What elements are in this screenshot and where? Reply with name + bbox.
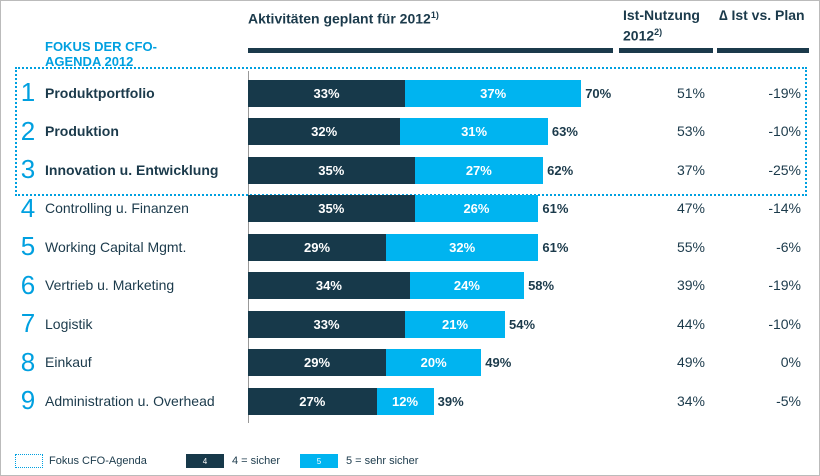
bar-segment: 21% <box>405 310 506 338</box>
value-label: 33% <box>313 316 340 332</box>
legend-label: 5 = sehr sicher <box>346 455 419 467</box>
bar-segment: 20% <box>386 349 482 376</box>
category-label: Einkauf <box>45 354 92 370</box>
total-label: 62% <box>547 162 574 178</box>
rank-number: 4 <box>20 192 36 223</box>
legend-focus-label: Fokus CFO-Agenda <box>49 455 147 467</box>
delta-value: -19% <box>768 277 801 293</box>
rank-number: 2 <box>20 115 36 146</box>
total-label: 54% <box>509 316 536 332</box>
category-label: Working Capital Mgmt. <box>45 238 187 255</box>
delta-header: ∆ Ist vs. Plan <box>719 7 805 23</box>
category-label: Produktion <box>45 123 119 139</box>
rank-number: 7 <box>20 308 36 338</box>
header-rule <box>248 48 613 53</box>
value-label: 34% <box>315 278 342 293</box>
value-label: 32% <box>449 239 476 255</box>
rank-number: 1 <box>20 77 36 107</box>
category-label: Vertrieb u. Marketing <box>45 277 175 293</box>
legend-swatch: 5 <box>300 454 338 468</box>
ist-header-wrap: Ist-Nutzung 20122) <box>623 7 713 45</box>
bar-segment: 26% <box>414 195 539 222</box>
category-label: Controlling u. Finanzen <box>45 200 189 216</box>
value-label: 27% <box>299 393 326 409</box>
value-label: 35% <box>318 201 345 216</box>
chart-title: Aktivitäten geplant für 2012 <box>248 10 431 27</box>
rank-number: 9 <box>20 385 36 415</box>
value-label: 31% <box>461 124 488 139</box>
ist-value: 39% <box>676 277 705 293</box>
header-rule <box>619 48 713 53</box>
bar-segment: 34% <box>248 272 410 299</box>
ist-value: 49% <box>676 354 705 370</box>
category-label: Administration u. Overhead <box>45 392 215 409</box>
ist-value: 44% <box>676 315 705 332</box>
value-label: 37% <box>480 85 507 101</box>
ist-value: 37% <box>676 161 705 178</box>
bar-segment: 32% <box>248 118 401 145</box>
delta-value: -25% <box>768 161 801 178</box>
title-note: 1) <box>430 10 439 20</box>
ist-value: 53% <box>676 123 705 139</box>
legend-focus-swatch <box>15 454 43 468</box>
total-label: 70% <box>585 85 612 101</box>
bar-segment: 33% <box>248 310 406 338</box>
value-label: 24% <box>453 278 480 293</box>
legend-label: 4 = sicher <box>232 455 280 467</box>
bar-segment: 12% <box>376 387 434 415</box>
total-label: 39% <box>437 393 464 409</box>
delta-value: -5% <box>776 392 801 409</box>
legend-swatch: 4 <box>186 454 224 468</box>
ist-value: 34% <box>676 392 705 409</box>
value-label: 21% <box>442 316 469 332</box>
delta-value: -10% <box>768 315 801 332</box>
delta-value: -14% <box>768 200 801 216</box>
ist-note: 2) <box>654 27 663 37</box>
value-label: 12% <box>392 393 419 409</box>
ist-value: 47% <box>676 200 705 216</box>
value-label: 32% <box>311 124 338 139</box>
total-label: 63% <box>551 124 578 139</box>
title-wrap: Aktivitäten geplant für 20121) <box>248 7 439 28</box>
delta-value: 0% <box>780 354 801 370</box>
value-label: 35% <box>318 162 345 178</box>
header-rule <box>717 48 809 53</box>
bar-segment: 35% <box>248 156 415 184</box>
total-label: 58% <box>528 278 555 293</box>
ist-header: Ist-Nutzung 2012 <box>623 7 700 44</box>
value-label: 27% <box>465 162 492 178</box>
delta-value: -10% <box>768 123 801 139</box>
value-label: 29% <box>304 239 331 255</box>
value-label: 29% <box>304 355 331 370</box>
delta-value: -19% <box>768 84 801 101</box>
bar-segment: 27% <box>248 387 377 415</box>
bar-segment: 29% <box>248 233 387 261</box>
category-label: Produktportfolio <box>45 84 155 101</box>
bar-segment: 33% <box>248 79 406 107</box>
category-label: Logistik <box>45 315 93 332</box>
bar-segment: 29% <box>248 349 387 376</box>
ist-value: 51% <box>676 84 705 101</box>
total-label: 61% <box>542 239 569 255</box>
total-label: 61% <box>542 201 569 216</box>
bar-segment: 32% <box>386 233 539 261</box>
rank-number: 3 <box>20 154 36 184</box>
rank-number: 8 <box>20 346 36 377</box>
delta-value: -6% <box>776 238 801 255</box>
focus-heading: FOKUS DER CFO-AGENDA 2012 <box>45 39 157 69</box>
rank-number: 5 <box>20 231 36 261</box>
bar-segment: 27% <box>414 156 544 184</box>
bar-segment: 31% <box>400 118 548 145</box>
bar-segment: 35% <box>248 195 415 222</box>
bar-segment: 24% <box>409 272 525 299</box>
value-label: 20% <box>420 355 447 370</box>
value-label: 26% <box>463 201 490 216</box>
rank-number: 6 <box>20 269 36 300</box>
category-label: Innovation u. Entwicklung <box>45 161 219 178</box>
total-label: 49% <box>485 355 512 370</box>
bar-segment: 37% <box>405 79 582 107</box>
value-label: 33% <box>313 85 340 101</box>
ist-value: 55% <box>676 238 705 255</box>
